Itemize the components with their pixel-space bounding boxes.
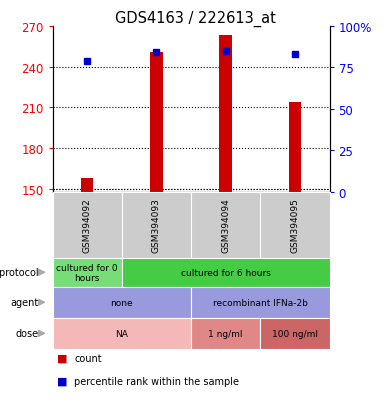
Text: NA: NA: [115, 329, 128, 338]
Text: percentile rank within the sample: percentile rank within the sample: [74, 376, 239, 386]
Text: ■: ■: [57, 353, 67, 363]
Text: GDS4163 / 222613_at: GDS4163 / 222613_at: [115, 10, 275, 26]
Bar: [150, 52, 163, 192]
Text: dose: dose: [16, 328, 39, 339]
Bar: [289, 103, 301, 192]
Text: recombinant IFNa-2b: recombinant IFNa-2b: [213, 298, 308, 307]
Text: none: none: [110, 298, 133, 307]
Text: growth protocol: growth protocol: [0, 268, 39, 278]
Text: cultured for 0
hours: cultured for 0 hours: [57, 263, 118, 282]
Text: GSM394095: GSM394095: [291, 198, 300, 252]
Text: count: count: [74, 353, 102, 363]
Text: agent: agent: [11, 297, 39, 308]
Text: cultured for 6 hours: cultured for 6 hours: [181, 268, 271, 277]
Bar: [220, 36, 232, 192]
Text: 100 ng/ml: 100 ng/ml: [272, 329, 318, 338]
Text: GSM394092: GSM394092: [83, 198, 92, 252]
Text: GSM394094: GSM394094: [221, 198, 230, 252]
Bar: [81, 178, 94, 192]
Text: ■: ■: [57, 376, 67, 386]
Text: GSM394093: GSM394093: [152, 198, 161, 252]
Text: 1 ng/ml: 1 ng/ml: [209, 329, 243, 338]
